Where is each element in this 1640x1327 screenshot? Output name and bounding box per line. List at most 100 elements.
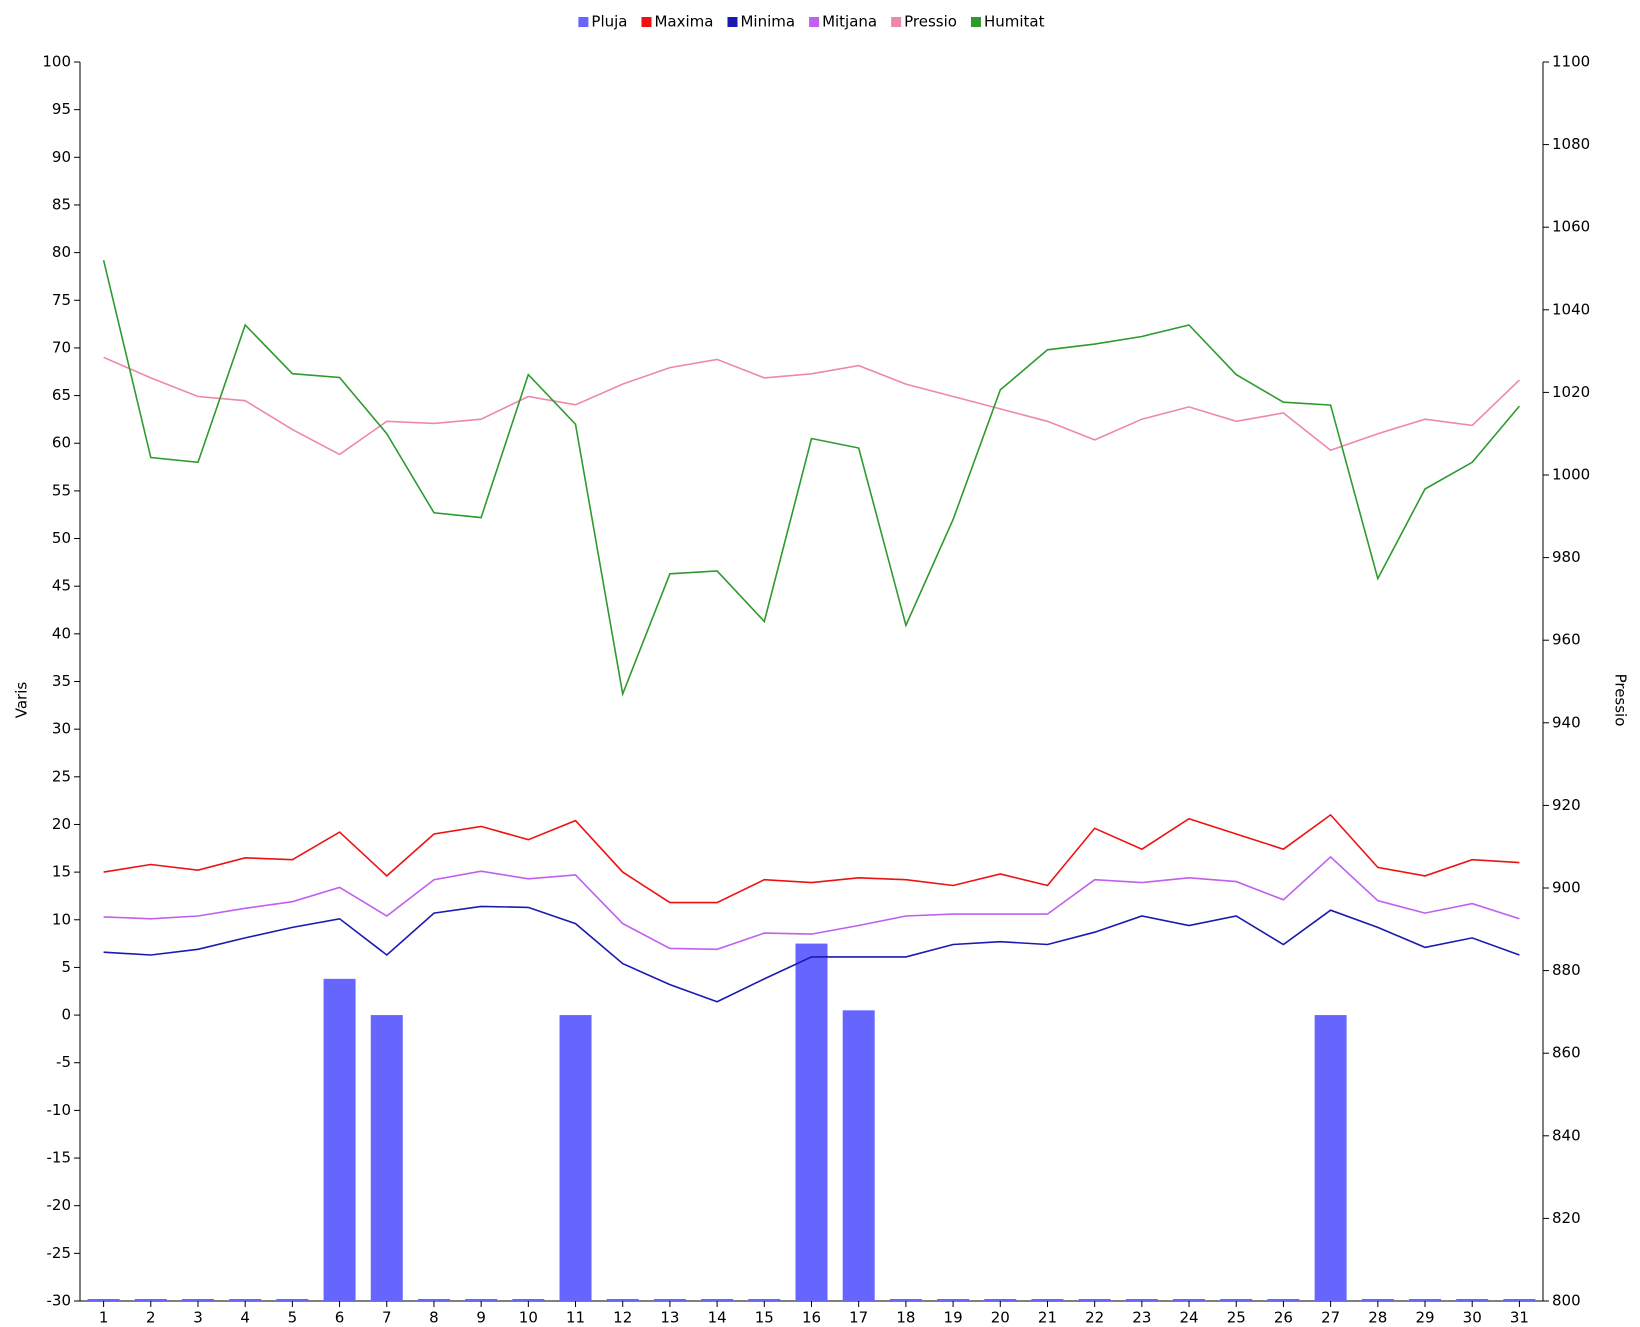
y2-tick-label: 1000	[1552, 466, 1590, 484]
legend-swatch	[809, 17, 820, 27]
y-tick-label: -25	[47, 1244, 72, 1262]
y-tick-label: 100	[42, 53, 71, 71]
y-axis-title: Varis	[13, 682, 31, 719]
x-tick-label: 10	[519, 1309, 538, 1327]
legend-label: Maxima	[654, 13, 713, 31]
bar	[512, 1299, 545, 1301]
legend-swatch	[970, 17, 981, 27]
x-tick-label: 27	[1321, 1309, 1340, 1327]
legend-label: Pressio	[904, 13, 957, 31]
y2-tick-label: 960	[1552, 631, 1581, 649]
x-tick-label: 1	[99, 1309, 109, 1327]
bar	[606, 1299, 639, 1301]
x-tick-label: 18	[896, 1309, 915, 1327]
bar	[748, 1299, 781, 1301]
x-tick-label: 14	[708, 1309, 727, 1327]
bar	[1314, 1015, 1347, 1301]
x-tick-label: 29	[1415, 1309, 1434, 1327]
y-tick-label: -5	[56, 1053, 71, 1071]
bar	[842, 1010, 875, 1301]
y-tick-label: 60	[52, 434, 71, 452]
y-tick-label: 70	[52, 338, 71, 356]
legend: Pluja Maxima Minima Mitjana Pressio Humitat	[578, 13, 1045, 31]
bar	[701, 1299, 734, 1301]
y-tick-label: 50	[52, 529, 71, 547]
bar	[653, 1299, 686, 1301]
bar	[181, 1299, 214, 1301]
bar	[1031, 1299, 1064, 1301]
legend-swatch	[727, 17, 738, 27]
x-tick-label: 21	[1038, 1309, 1057, 1327]
legend-label: Mitjana	[822, 13, 877, 31]
x-tick-label: 7	[382, 1309, 392, 1327]
y-tick-label: -15	[47, 1149, 72, 1167]
bar	[1078, 1299, 1111, 1301]
y2-tick-label: 920	[1552, 796, 1581, 814]
bar	[1125, 1299, 1158, 1301]
x-tick-label: 20	[991, 1309, 1010, 1327]
legend-label: Pluja	[591, 13, 627, 31]
y-tick-label: -10	[47, 1101, 72, 1119]
x-tick-label: 15	[755, 1309, 774, 1327]
bar	[1456, 1299, 1489, 1301]
line	[102, 260, 1521, 697]
x-tick-label: 12	[613, 1309, 632, 1327]
y-tick-label: 15	[52, 863, 71, 881]
y2-tick-label: 980	[1552, 548, 1581, 566]
y-tick-label: 30	[52, 720, 71, 738]
bar	[323, 978, 356, 1301]
line	[103, 356, 1520, 456]
x-tick-label: 9	[476, 1309, 486, 1327]
y-tick-label: 95	[52, 100, 71, 118]
legend-label: Humitat	[984, 13, 1045, 31]
y2-tick-label: 1080	[1552, 135, 1590, 153]
y-tick-label: 90	[52, 148, 71, 166]
y2-tick-label: 840	[1552, 1126, 1581, 1144]
y-tick-label: 40	[52, 624, 71, 642]
bar	[889, 1299, 922, 1301]
bar	[276, 1299, 309, 1301]
y-tick-label: 0	[61, 1006, 71, 1024]
y-tick-label: -20	[47, 1196, 72, 1214]
legend-swatch	[641, 17, 652, 27]
bar	[417, 1299, 450, 1301]
y2-tick-label: 900	[1552, 879, 1581, 897]
y2-tick-label: 880	[1552, 961, 1581, 979]
x-tick-label: 17	[849, 1309, 868, 1327]
bar	[1503, 1299, 1536, 1301]
x-tick-label: 6	[335, 1309, 345, 1327]
x-tick-label: 26	[1274, 1309, 1293, 1327]
bar	[795, 943, 828, 1301]
y2-tick-label: 1100	[1552, 53, 1590, 71]
y-tick-label: 75	[52, 291, 71, 309]
x-tick-label: 16	[802, 1309, 821, 1327]
bar	[1267, 1299, 1300, 1301]
x-tick-label: 31	[1510, 1309, 1529, 1327]
x-tick-label: 5	[288, 1309, 298, 1327]
bar	[1409, 1299, 1442, 1301]
y-tick-label: 10	[52, 910, 71, 928]
y-tick-label: 20	[52, 815, 71, 833]
legend-swatch	[578, 17, 589, 27]
x-tick-label: 8	[429, 1309, 439, 1327]
y-tick-label: 85	[52, 195, 71, 213]
line	[103, 855, 1520, 951]
y2-tick-label: 940	[1552, 713, 1581, 731]
x-tick-label: 24	[1180, 1309, 1199, 1327]
legend-label: Minima	[740, 13, 795, 31]
bar	[1361, 1299, 1394, 1301]
y-tick-label: 5	[61, 958, 71, 976]
x-tick-label: 4	[240, 1309, 250, 1327]
x-tick-label: 30	[1463, 1309, 1482, 1327]
y-tick-label: 25	[52, 767, 71, 785]
x-tick-label: 13	[660, 1309, 679, 1327]
bar	[87, 1299, 120, 1301]
bar	[984, 1299, 1017, 1301]
x-tick-label: 22	[1085, 1309, 1104, 1327]
y-tick-label: -30	[47, 1292, 72, 1310]
bar	[229, 1299, 262, 1301]
x-tick-label: 19	[944, 1309, 963, 1327]
bar	[937, 1299, 970, 1301]
x-tick-label: 2	[146, 1309, 156, 1327]
